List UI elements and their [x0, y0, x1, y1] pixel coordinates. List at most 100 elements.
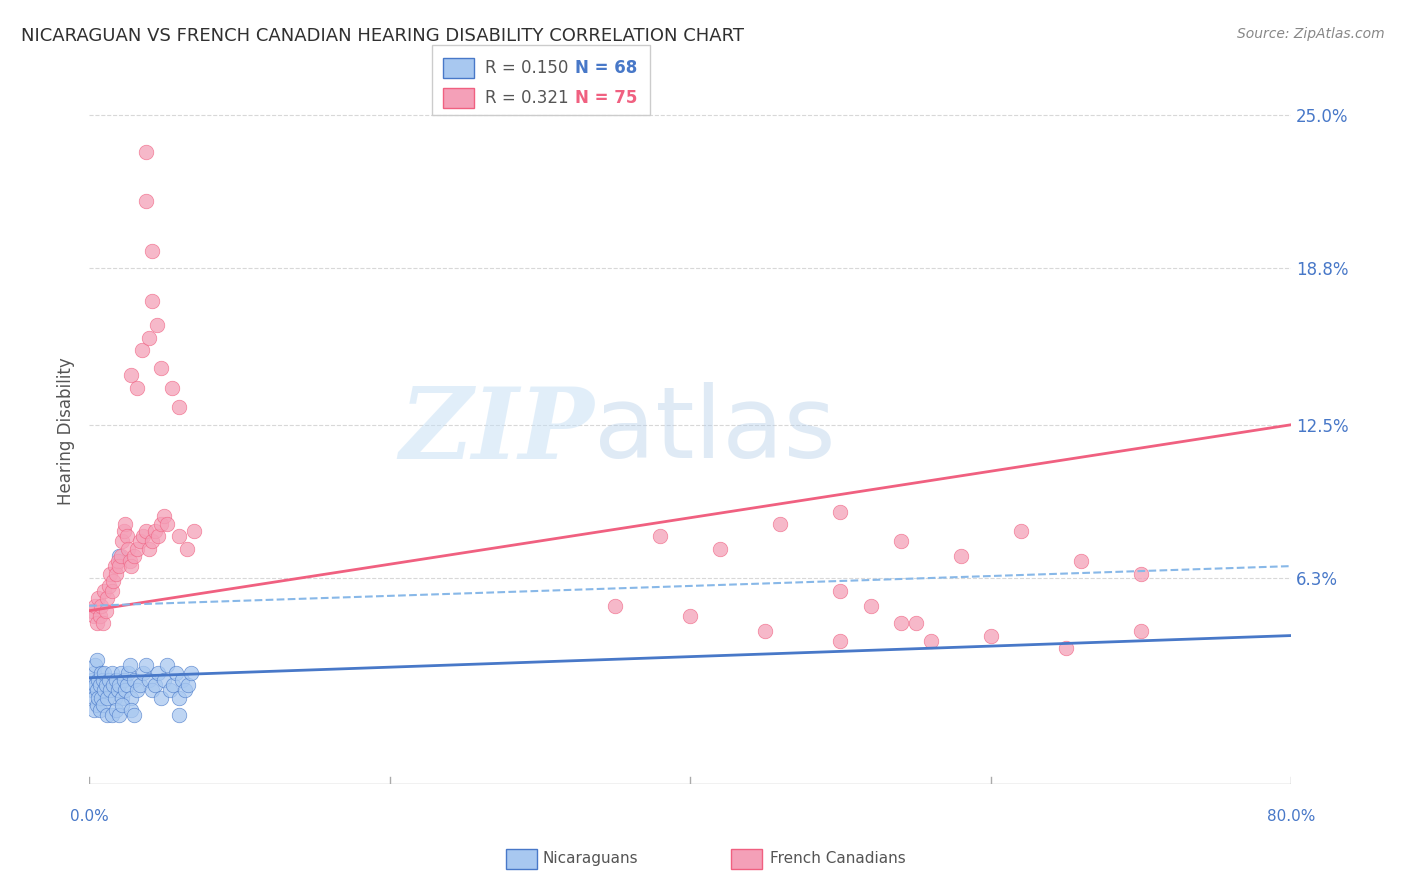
- Point: [122, 673, 145, 688]
- Point: [143, 524, 166, 539]
- Point: [115, 678, 138, 692]
- Point: [603, 599, 626, 613]
- Point: [830, 504, 852, 518]
- Point: [108, 707, 131, 722]
- Point: [129, 678, 152, 692]
- Point: [91, 616, 114, 631]
- Point: [122, 707, 145, 722]
- Point: [135, 658, 157, 673]
- Point: [143, 678, 166, 692]
- Point: [112, 673, 135, 688]
- Point: [108, 559, 131, 574]
- Point: [98, 566, 121, 581]
- Point: [165, 665, 187, 680]
- Point: [96, 591, 118, 606]
- Point: [650, 529, 672, 543]
- Point: [1130, 566, 1153, 581]
- Point: [107, 554, 129, 568]
- Point: [115, 529, 138, 543]
- Point: [79, 678, 101, 692]
- Point: [162, 678, 184, 692]
- Point: [90, 665, 112, 680]
- Point: [83, 703, 105, 717]
- Point: [180, 665, 202, 680]
- Text: N = 75: N = 75: [575, 89, 637, 107]
- Point: [86, 653, 108, 667]
- Point: [129, 534, 152, 549]
- Point: [859, 599, 882, 613]
- Point: [94, 604, 117, 618]
- Point: [107, 683, 129, 698]
- Point: [127, 380, 149, 394]
- Point: [156, 516, 179, 531]
- Point: [167, 529, 190, 543]
- Point: [148, 529, 170, 543]
- Point: [904, 616, 927, 631]
- Point: [153, 509, 176, 524]
- Point: [97, 579, 120, 593]
- Point: [160, 380, 183, 394]
- Point: [84, 599, 107, 613]
- Point: [127, 541, 149, 556]
- Point: [754, 624, 776, 638]
- Point: [145, 318, 167, 333]
- Point: [87, 673, 110, 688]
- Point: [150, 516, 173, 531]
- Point: [890, 534, 912, 549]
- Text: French Canadians: French Canadians: [770, 852, 907, 866]
- Point: [96, 690, 118, 705]
- Point: [90, 599, 112, 613]
- Point: [167, 690, 190, 705]
- Point: [174, 683, 197, 698]
- Text: 0.0%: 0.0%: [70, 809, 108, 824]
- Point: [135, 524, 157, 539]
- Point: [89, 703, 111, 717]
- Point: [108, 678, 131, 692]
- Point: [120, 368, 142, 383]
- Point: [679, 608, 702, 623]
- Point: [80, 673, 103, 688]
- Point: [117, 541, 139, 556]
- Point: [84, 658, 107, 673]
- Point: [177, 678, 200, 692]
- Point: [83, 608, 105, 623]
- Point: [105, 566, 128, 581]
- Point: [110, 665, 132, 680]
- Point: [111, 698, 134, 712]
- Point: [87, 690, 110, 705]
- Point: [104, 690, 127, 705]
- Point: [84, 678, 107, 692]
- Point: [141, 244, 163, 258]
- Point: [1054, 640, 1077, 655]
- Text: N = 68: N = 68: [575, 59, 637, 77]
- Text: Nicaraguans: Nicaraguans: [543, 852, 638, 866]
- Point: [120, 703, 142, 717]
- Point: [112, 524, 135, 539]
- Text: Source: ZipAtlas.com: Source: ZipAtlas.com: [1237, 27, 1385, 41]
- Point: [127, 683, 149, 698]
- Point: [118, 658, 141, 673]
- Text: atlas: atlas: [593, 383, 835, 479]
- Point: [100, 583, 122, 598]
- Point: [108, 549, 131, 564]
- Point: [114, 683, 136, 698]
- Text: R = 0.150: R = 0.150: [485, 59, 568, 77]
- Point: [111, 534, 134, 549]
- Point: [138, 541, 160, 556]
- Point: [98, 683, 121, 698]
- Point: [93, 683, 115, 698]
- Point: [135, 145, 157, 159]
- Point: [830, 583, 852, 598]
- Point: [101, 678, 124, 692]
- Point: [150, 360, 173, 375]
- Point: [114, 516, 136, 531]
- Point: [101, 574, 124, 588]
- Text: 80.0%: 80.0%: [1267, 809, 1316, 824]
- Point: [80, 683, 103, 698]
- Text: ZIP: ZIP: [399, 383, 593, 479]
- Point: [80, 604, 103, 618]
- Point: [86, 698, 108, 712]
- Point: [83, 665, 105, 680]
- Point: [183, 524, 205, 539]
- Point: [890, 616, 912, 631]
